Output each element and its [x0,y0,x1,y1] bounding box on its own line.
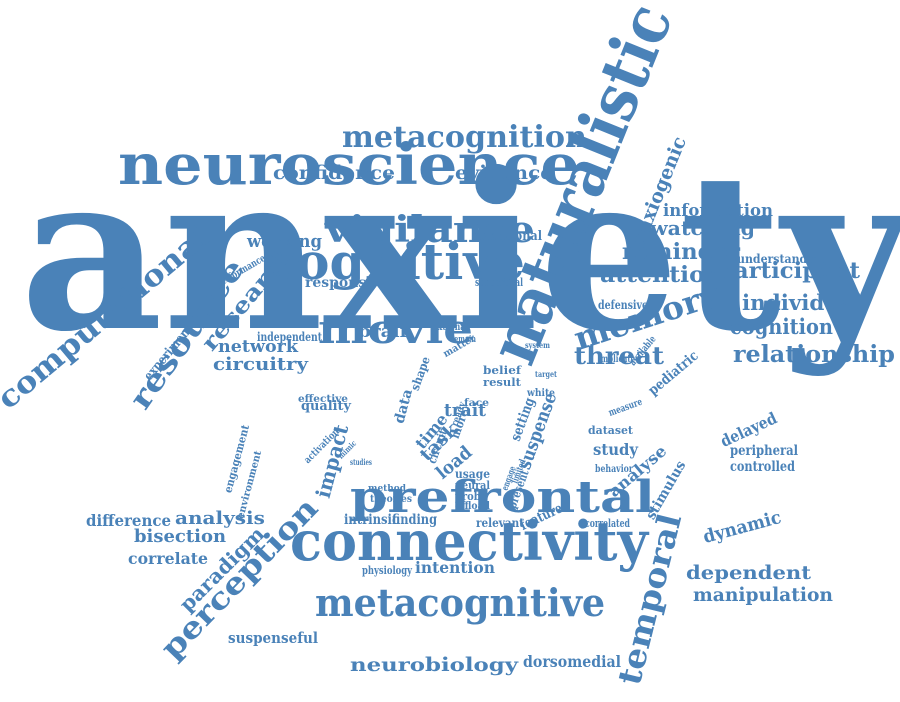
word: vigilance [325,209,535,251]
word: quality [301,399,352,414]
word: target [535,369,557,379]
word: correlate [128,549,209,568]
word: participant [718,258,860,284]
word: finding [392,512,438,528]
word: dorsomedial [523,652,622,671]
word: brain [358,322,413,342]
word: metacognition [342,120,587,155]
word: belief [483,364,522,377]
word: effective [298,394,349,405]
word: offload [455,501,490,512]
word: working [247,231,323,252]
word: external [433,322,469,333]
word: confidence [273,162,395,184]
word: attentional [472,229,543,244]
word: difference [86,511,172,530]
word: reminder [622,239,740,265]
word: manipulation [693,584,833,606]
word: face [464,398,490,409]
word: relationship [733,341,895,368]
word: watching [650,216,756,240]
word: theories [370,494,412,505]
word: metacognitive [315,580,606,625]
word: dependent [686,562,812,584]
word: data [391,387,417,426]
word: method [368,484,406,494]
word: peripheral [730,443,799,459]
word: threat [574,341,664,370]
word: neurobiology [350,654,519,676]
word: measure [607,396,644,419]
word: system [525,340,551,350]
word: understanding [737,252,827,266]
word: dataset [588,424,633,437]
word: subcortical [475,276,524,289]
word: white [527,388,556,399]
word: anxiety [20,125,900,379]
word: cognitive [265,232,525,291]
word: probe [455,490,487,503]
word: attention [600,262,722,288]
word: intrinsic [344,512,399,528]
word: individual [742,290,862,315]
word: studies [350,457,372,467]
word: response [305,275,375,291]
word: bisection [134,526,227,547]
word: independent [257,330,323,344]
word: suspenseful [228,629,319,647]
word: evidence [455,162,553,184]
word: controlled [730,459,796,475]
word: movie [318,306,473,353]
word: defensive [598,298,649,312]
word: behavior [595,464,634,475]
word: implicated [598,354,641,365]
word: neuroscience [118,132,580,198]
word: remain [451,335,476,345]
word: usage [455,467,490,481]
word: connectivity [290,509,649,573]
word: analysis [175,508,265,529]
word: information [663,201,774,221]
word: intention [415,558,495,577]
word: dynamic [700,506,784,548]
word: network [218,337,299,357]
word: physiology [362,564,413,577]
word: trait [444,400,486,421]
word: circuitry [213,354,308,375]
word: study [593,440,639,459]
word: neural [455,479,491,492]
word: result [483,376,521,389]
word: relevant [476,516,524,530]
word: prefrontal [350,472,655,523]
word: correlated [585,517,630,530]
word: cognition [730,314,833,339]
